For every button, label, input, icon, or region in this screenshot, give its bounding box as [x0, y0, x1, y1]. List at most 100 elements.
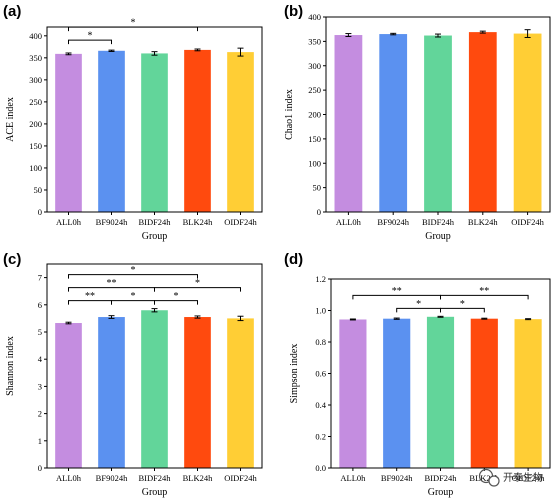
y-tick-label: 50	[313, 183, 322, 193]
y-tick-label: 150	[29, 141, 42, 151]
y-tick-label: 5	[38, 327, 42, 337]
y-tick-label: 250	[308, 85, 321, 95]
chart-panel-1: (a) 0 50 100 150 200 250 300 350 400 ALL0h BF9024h B…	[3, 3, 263, 242]
y-tick-label: 4	[38, 354, 43, 364]
bar	[379, 34, 408, 212]
y-tick-label: 400	[308, 12, 321, 22]
y-tick-label: 6	[38, 300, 42, 310]
y-axis-title: ACE index	[5, 97, 16, 142]
bar	[227, 52, 254, 212]
y-tick-label: 300	[29, 75, 42, 85]
x-tick-label: ALL0h	[56, 473, 82, 483]
significance-label: *	[416, 299, 421, 310]
bar	[141, 310, 168, 468]
bar	[424, 35, 452, 213]
x-tick-label: ALL0h	[336, 217, 362, 227]
y-tick-label: 0	[38, 463, 42, 473]
y-axis-title: Simpson index	[289, 344, 300, 404]
significance-label: **	[107, 278, 117, 289]
significance-bracket	[440, 307, 485, 313]
bar	[514, 319, 542, 468]
x-tick-label: ALL0h	[56, 217, 82, 227]
bar	[184, 317, 211, 468]
x-axis-title: Group	[428, 487, 454, 498]
bar	[98, 317, 125, 468]
chart-panel-4: (d) 0.0 0.2 0.4 0.6 0.8 1.0 1.2 ALL0h BF9024h BIDF…	[284, 251, 551, 498]
bar	[98, 50, 125, 213]
wechat-icon	[478, 468, 500, 487]
y-tick-label: 400	[29, 31, 42, 41]
x-tick-label: BIDF24h	[138, 473, 171, 483]
wechat-icon-bubble-2	[488, 475, 500, 487]
y-tick-label: 7	[38, 273, 42, 283]
significance-label: *	[131, 18, 136, 29]
bar	[55, 323, 82, 468]
bar	[513, 33, 542, 213]
x-tick-label: BLK24h	[469, 473, 500, 483]
y-tick-label: 200	[29, 119, 42, 129]
x-axis-title: Group	[425, 231, 451, 242]
y-axis-title: Chao1 index	[284, 89, 295, 140]
significance-bracket	[68, 39, 112, 45]
significance-label: *	[195, 278, 200, 289]
watermark: 开泰生物	[478, 468, 543, 487]
chart-panel-3: (c) 0 1 2 3 4 5 6 7 ALL0h BF9024h BIDF24h BLK24h OIDF…	[3, 251, 263, 498]
y-tick-label: 350	[29, 53, 42, 63]
significance-bracket	[68, 274, 198, 279]
y-tick-label: 3	[38, 381, 42, 391]
y-tick-label: 150	[308, 134, 321, 144]
bar	[55, 53, 82, 212]
significance-bracket	[154, 300, 198, 305]
y-tick-label: 2	[38, 409, 42, 419]
y-tick-label: 1.0	[315, 306, 326, 316]
y-tick-label: 0.0	[315, 463, 326, 473]
y-tick-label: 0.8	[315, 337, 326, 347]
significance-label: *	[88, 31, 93, 42]
y-tick-label: 250	[29, 97, 42, 107]
y-tick-label: 0.2	[315, 432, 326, 442]
significance-label: *	[131, 265, 136, 276]
x-tick-label: BLK24h	[183, 473, 214, 483]
y-tick-label: 300	[308, 61, 321, 71]
bar	[141, 53, 168, 212]
bar	[426, 316, 455, 468]
x-tick-label: ALL0h	[340, 473, 366, 483]
x-tick-label: BIDF24h	[422, 217, 455, 227]
panel-label: (c)	[3, 251, 21, 268]
y-tick-label: 350	[308, 36, 321, 46]
significance-label: *	[460, 299, 465, 310]
x-tick-label: BF9024h	[381, 473, 413, 483]
bar	[383, 318, 411, 468]
panel-label: (a)	[3, 3, 21, 20]
y-tick-label: 100	[308, 158, 321, 168]
chart-panel-2: (b) 0 50 100 150 200 250 300 350 400 ALL0h BF9024h B…	[284, 3, 551, 242]
x-tick-label: BIDF24h	[424, 473, 457, 483]
y-tick-label: 50	[34, 185, 43, 195]
x-axis-title: Group	[142, 487, 168, 498]
x-tick-label: OIDF24h	[224, 217, 257, 227]
y-tick-label: 100	[29, 163, 42, 173]
bar	[470, 318, 498, 468]
panel-label: (b)	[284, 3, 303, 20]
y-tick-label: 0	[317, 207, 321, 217]
x-tick-label: OIDF24h	[512, 473, 545, 483]
x-tick-label: OIDF24h	[224, 473, 257, 483]
y-axis-title: Shannon index	[5, 336, 16, 396]
y-tick-label: 200	[308, 110, 321, 120]
x-tick-label: BLK24h	[468, 217, 499, 227]
y-tick-label: 0.6	[315, 369, 326, 379]
bar	[184, 49, 211, 213]
y-tick-label: 0	[38, 207, 42, 217]
bar	[468, 32, 497, 212]
y-tick-label: 1.2	[315, 274, 326, 284]
bar	[227, 318, 254, 468]
x-tick-label: OIDF24h	[511, 217, 544, 227]
significance-bracket	[68, 26, 198, 32]
significance-label: *	[174, 291, 179, 302]
y-tick-label: 0.4	[315, 400, 326, 410]
bar	[339, 319, 367, 468]
significance-label: **	[85, 291, 95, 302]
panel-label: (d)	[284, 251, 303, 268]
significance-bracket	[440, 294, 529, 300]
